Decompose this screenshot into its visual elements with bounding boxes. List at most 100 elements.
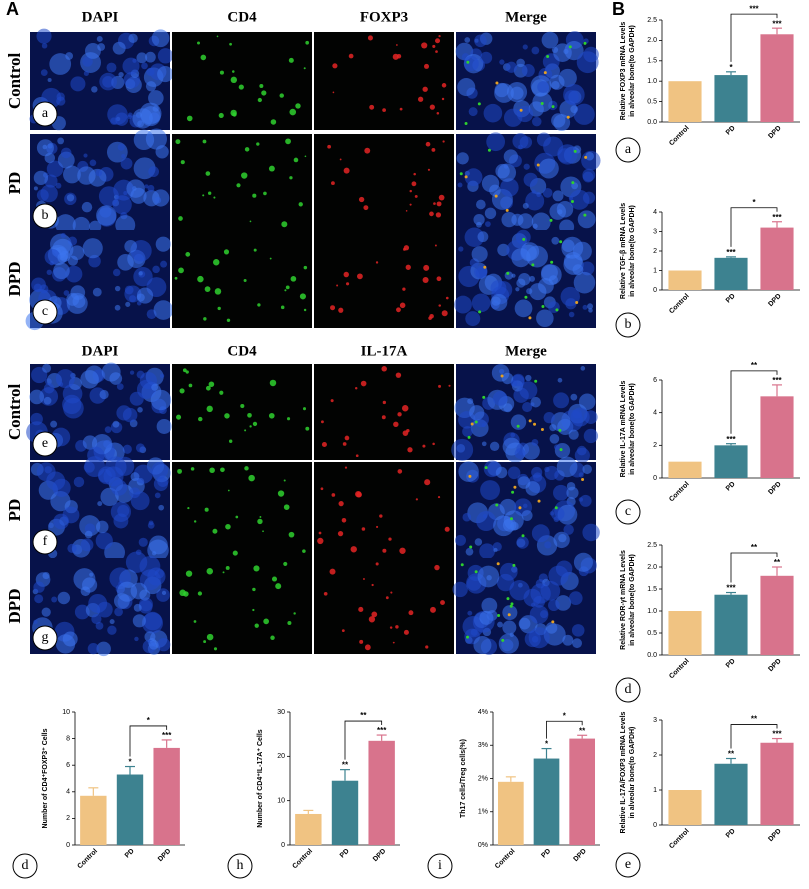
stain bbox=[388, 537, 392, 541]
stain bbox=[376, 525, 379, 529]
bracket-label: * bbox=[147, 716, 151, 725]
y-tick-label: 2.5 bbox=[647, 17, 657, 24]
stain bbox=[92, 287, 102, 297]
stain bbox=[533, 422, 537, 426]
y-axis-label: in alveolar bone(to GAPDH) bbox=[629, 383, 636, 475]
bar bbox=[295, 813, 322, 845]
stain bbox=[543, 136, 564, 157]
stain bbox=[531, 439, 539, 446]
stain bbox=[533, 595, 545, 608]
stain bbox=[83, 70, 89, 77]
y-tick-label: 2 bbox=[653, 752, 657, 759]
stain bbox=[537, 81, 550, 94]
bracket bbox=[730, 207, 778, 247]
stain bbox=[128, 33, 138, 44]
bar bbox=[668, 270, 702, 290]
stain bbox=[270, 635, 275, 641]
stain bbox=[222, 571, 225, 574]
stain bbox=[429, 104, 435, 110]
stain bbox=[559, 448, 563, 452]
stain bbox=[371, 611, 378, 618]
stain bbox=[51, 596, 58, 603]
stain bbox=[156, 418, 172, 434]
bracket bbox=[730, 552, 778, 583]
stain bbox=[424, 63, 430, 69]
stain bbox=[262, 530, 264, 533]
stain bbox=[95, 520, 109, 534]
stain bbox=[135, 443, 145, 453]
stain bbox=[223, 249, 230, 255]
micrograph bbox=[314, 462, 454, 558]
stain bbox=[584, 155, 588, 159]
stain bbox=[283, 479, 286, 482]
stain bbox=[158, 504, 165, 511]
stain bbox=[36, 28, 52, 44]
stain bbox=[303, 308, 307, 312]
stain bbox=[249, 220, 252, 223]
y-tick-label: 0.5 bbox=[647, 98, 657, 105]
stain bbox=[344, 466, 348, 469]
stain bbox=[114, 285, 121, 292]
stain bbox=[582, 304, 588, 310]
stain bbox=[517, 476, 531, 489]
stain bbox=[60, 232, 66, 238]
x-tick-label: Control bbox=[668, 293, 691, 316]
stain bbox=[337, 530, 344, 537]
y-tick-label: 2 bbox=[653, 442, 657, 449]
stain bbox=[568, 195, 574, 201]
stain bbox=[534, 379, 538, 383]
stain bbox=[136, 293, 145, 302]
stain bbox=[268, 165, 275, 172]
stain bbox=[457, 182, 463, 188]
stain bbox=[473, 214, 485, 226]
stain bbox=[338, 501, 344, 507]
stain bbox=[329, 568, 336, 575]
stain bbox=[193, 520, 197, 523]
stain bbox=[141, 612, 164, 634]
panel-letter: b bbox=[42, 208, 49, 223]
stain bbox=[281, 221, 288, 228]
stain bbox=[363, 205, 369, 211]
stain bbox=[205, 171, 211, 176]
stain bbox=[536, 309, 554, 328]
stain bbox=[541, 304, 545, 308]
stain bbox=[583, 213, 587, 217]
stain bbox=[244, 429, 247, 432]
stain bbox=[469, 545, 473, 549]
stain bbox=[477, 102, 481, 106]
significance: *** bbox=[726, 584, 736, 593]
x-tick-label: Control bbox=[668, 658, 691, 681]
stain bbox=[566, 254, 571, 259]
stain bbox=[134, 636, 139, 642]
stain bbox=[236, 183, 241, 188]
stain bbox=[531, 189, 536, 194]
stain bbox=[323, 591, 328, 596]
stain bbox=[553, 392, 570, 409]
stain bbox=[510, 414, 527, 430]
stain bbox=[286, 417, 291, 421]
stain bbox=[422, 86, 428, 92]
stain bbox=[509, 517, 513, 521]
stain bbox=[581, 478, 585, 482]
stain bbox=[58, 381, 64, 387]
stain bbox=[208, 381, 215, 388]
stain bbox=[293, 157, 299, 163]
stain bbox=[548, 599, 560, 612]
stain bbox=[232, 112, 237, 117]
stain bbox=[70, 76, 86, 92]
stain bbox=[285, 285, 290, 290]
stain bbox=[66, 194, 75, 202]
panel-label: B bbox=[612, 0, 625, 19]
stain bbox=[576, 445, 587, 456]
panel-circle bbox=[32, 203, 58, 229]
stain bbox=[457, 78, 476, 97]
stain bbox=[522, 202, 529, 209]
stain bbox=[367, 35, 373, 41]
y-axis-label: Relative TGF-β mRNA Levels bbox=[620, 203, 627, 299]
stain bbox=[576, 51, 599, 74]
stain bbox=[220, 467, 225, 473]
stain bbox=[369, 104, 375, 110]
stain bbox=[544, 541, 552, 549]
bar bbox=[153, 747, 180, 845]
stain bbox=[320, 420, 324, 424]
